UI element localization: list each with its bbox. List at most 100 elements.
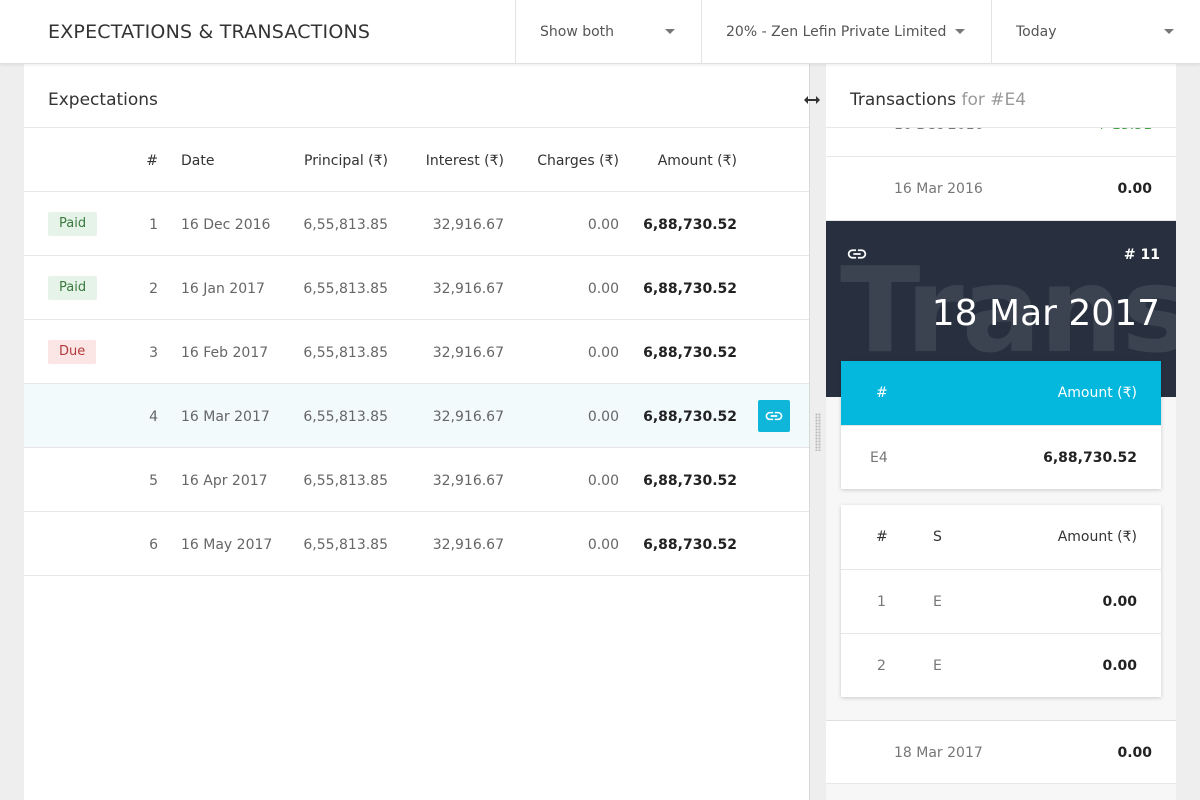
- status-badge: Paid: [48, 212, 98, 236]
- resize-horizontal-icon[interactable]: [802, 91, 822, 109]
- row-num: 2: [149, 281, 158, 297]
- link-icon[interactable]: [846, 243, 868, 265]
- date-dropdown[interactable]: Today: [991, 0, 1200, 64]
- split-num: 2: [877, 658, 886, 674]
- lender-value: 20% - Zen Lefin Private Limited: [726, 24, 947, 40]
- row-num: 1: [149, 217, 158, 233]
- row-date: 16 Dec 2016: [181, 217, 271, 233]
- row-principal: 6,55,813.85: [303, 409, 388, 425]
- row-interest: 32,916.67: [432, 473, 504, 489]
- row-interest: 32,916.67: [432, 217, 504, 233]
- transaction-value: 0.00: [1117, 745, 1152, 761]
- table-row[interactable]: 6 16 May 2017 6,55,813.85 32,916.67 0.00…: [24, 512, 809, 576]
- chevron-down-icon: [955, 29, 965, 34]
- split-table-header: # S Amount (₹): [841, 505, 1161, 569]
- chevron-down-icon: [1164, 29, 1174, 34]
- row-num: 5: [149, 473, 158, 489]
- chevron-down-icon: [665, 29, 675, 34]
- split-amount: 0.00: [1102, 594, 1137, 610]
- transaction-value: 0.00: [1117, 181, 1152, 197]
- row-charges: 0.00: [587, 217, 619, 233]
- row-principal: 6,55,813.85: [303, 217, 388, 233]
- table-row[interactable]: Paid 1 16 Dec 2016 6,55,813.85 32,916.67…: [24, 192, 809, 256]
- transactions-panel: 16 Dec 2016 + 13.51 Transactions for #E4…: [826, 64, 1176, 800]
- transaction-row[interactable]: 18 Mar 2017 0.00: [826, 720, 1176, 784]
- col-num: #: [876, 529, 888, 545]
- split-s: E: [933, 594, 942, 610]
- split-amount: 0.00: [1102, 658, 1137, 674]
- row-amount: 6,88,730.52: [643, 537, 737, 553]
- transaction-date: 16 Mar 2016: [894, 181, 983, 197]
- row-date: 16 Feb 2017: [181, 345, 269, 361]
- row-principal: 6,55,813.85: [303, 473, 388, 489]
- date-value: Today: [1016, 24, 1057, 40]
- link-button[interactable]: [758, 400, 790, 432]
- row-principal: 6,55,813.85: [303, 281, 388, 297]
- status-badge: Paid: [48, 276, 98, 300]
- transaction-row[interactable]: 16 Mar 2016 0.00: [826, 157, 1176, 221]
- transaction-number: # 11: [1123, 247, 1160, 263]
- row-date: 16 May 2017: [181, 537, 273, 553]
- row-interest: 32,916.67: [432, 409, 504, 425]
- transactions-for-label: for #E4: [961, 90, 1027, 110]
- col-interest: Interest (₹): [425, 153, 504, 169]
- linked-amount: 6,88,730.52: [1043, 450, 1137, 466]
- row-amount: 6,88,730.52: [643, 217, 737, 233]
- split-num: 1: [877, 594, 886, 610]
- table-row[interactable]: 5 16 Apr 2017 6,55,813.85 32,916.67 0.00…: [24, 448, 809, 512]
- row-num: 3: [149, 345, 158, 361]
- linked-expectations-table: # Amount (₹) E4 6,88,730.52: [841, 361, 1161, 489]
- show-filter-value: Show both: [540, 24, 615, 40]
- row-interest: 32,916.67: [432, 281, 504, 297]
- split-table: # S Amount (₹) 1 E 0.00 2 E 0.00: [841, 505, 1161, 697]
- divider: [24, 127, 809, 128]
- expectations-table-header: # Date Principal (₹) Interest (₹) Charge…: [24, 128, 809, 192]
- row-principal: 6,55,813.85: [303, 537, 388, 553]
- row-charges: 0.00: [587, 473, 619, 489]
- transaction-date: 18 Mar 2017: [894, 745, 983, 761]
- table-row[interactable]: Due 3 16 Feb 2017 6,55,813.85 32,916.67 …: [24, 320, 809, 384]
- row-interest: 32,916.67: [432, 537, 504, 553]
- table-row[interactable]: E4 6,88,730.52: [841, 425, 1161, 489]
- table-row[interactable]: 2 E 0.00: [841, 633, 1161, 697]
- row-amount: 6,88,730.52: [643, 473, 737, 489]
- linked-id: E4: [870, 450, 888, 466]
- table-row[interactable]: 1 E 0.00: [841, 569, 1161, 633]
- col-num: #: [876, 385, 888, 401]
- row-principal: 6,55,813.85: [303, 345, 388, 361]
- lender-dropdown[interactable]: 20% - Zen Lefin Private Limited: [701, 0, 991, 64]
- row-charges: 0.00: [587, 537, 619, 553]
- row-interest: 32,916.67: [432, 345, 504, 361]
- link-icon: [765, 411, 783, 421]
- row-amount: 6,88,730.52: [643, 345, 737, 361]
- row-amount: 6,88,730.52: [643, 281, 737, 297]
- col-charges: Charges (₹): [537, 153, 619, 169]
- row-charges: 0.00: [587, 409, 619, 425]
- col-amount: Amount (₹): [1057, 385, 1137, 401]
- col-amount: Amount (₹): [1057, 529, 1137, 545]
- expectations-title: Expectations: [48, 90, 158, 110]
- row-charges: 0.00: [587, 345, 619, 361]
- row-date: 16 Mar 2017: [181, 409, 270, 425]
- card-watermark: Trans: [840, 241, 1176, 379]
- top-bar: EXPECTATIONS & TRANSACTIONS Show both 20…: [0, 0, 1200, 64]
- transactions-title-text: Transactions: [850, 90, 957, 110]
- expectations-panel: Expectations # Date Principal (₹) Intere…: [24, 64, 810, 800]
- split-s: E: [933, 658, 942, 674]
- transactions-title: Transactions for #E4: [850, 64, 1026, 136]
- page-title: EXPECTATIONS & TRANSACTIONS: [48, 21, 371, 43]
- transactions-header: Transactions for #E4: [826, 64, 1176, 128]
- row-amount: 6,88,730.52: [643, 409, 737, 425]
- transaction-card-date: 18 Mar 2017: [931, 293, 1160, 334]
- row-date: 16 Apr 2017: [181, 473, 268, 489]
- linked-table-header: # Amount (₹): [841, 361, 1161, 425]
- show-filter-dropdown[interactable]: Show both: [515, 0, 701, 64]
- col-principal: Principal (₹): [304, 153, 388, 169]
- table-row-selected[interactable]: 4 16 Mar 2017 6,55,813.85 32,916.67 0.00…: [24, 384, 809, 448]
- table-row[interactable]: Paid 2 16 Jan 2017 6,55,813.85 32,916.67…: [24, 256, 809, 320]
- status-badge: Due: [48, 340, 97, 364]
- drag-handle-icon[interactable]: [815, 413, 821, 451]
- row-num: 6: [149, 537, 158, 553]
- col-num: #: [146, 153, 158, 169]
- col-amount: Amount (₹): [657, 153, 737, 169]
